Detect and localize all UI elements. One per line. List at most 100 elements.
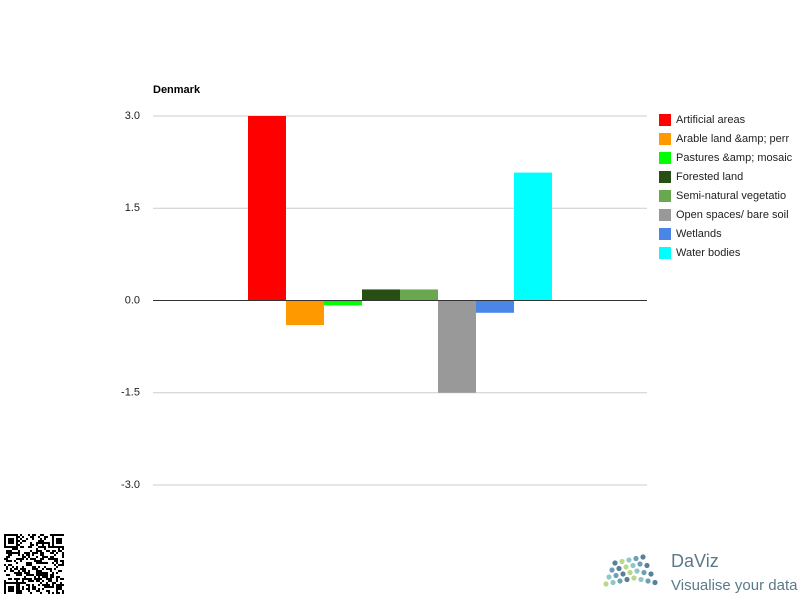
qr-module (50, 570, 52, 572)
legend-swatch (659, 114, 671, 126)
qr-module (14, 568, 16, 570)
qr-module (32, 554, 34, 556)
qr-module (22, 546, 24, 548)
qr-module (40, 582, 42, 584)
qr-module (10, 560, 12, 562)
qr-module (8, 582, 10, 584)
qr-module (56, 560, 58, 562)
qr-module (18, 544, 20, 546)
qr-module (44, 556, 46, 558)
qr-module (8, 550, 10, 552)
qr-module (38, 588, 40, 590)
qr-module (46, 562, 48, 564)
qr-module (40, 552, 42, 554)
qr-module (38, 578, 40, 580)
qr-module (48, 580, 50, 582)
logo-dot (648, 571, 654, 577)
qr-module (36, 556, 38, 558)
qr-module (44, 572, 46, 574)
qr-module (20, 538, 22, 540)
chart-title: Denmark (153, 84, 201, 96)
qr-module (52, 582, 54, 584)
qr-module (34, 588, 36, 590)
qr-module (8, 560, 10, 562)
qr-module (14, 572, 16, 574)
qr-module (36, 568, 38, 570)
qr-module (58, 542, 60, 544)
qr-module (26, 584, 28, 586)
qr-module (4, 592, 6, 594)
qr-module (36, 542, 38, 544)
logo-dot (623, 564, 629, 570)
bar (476, 300, 514, 313)
qr-module (32, 534, 34, 536)
qr-module (38, 540, 40, 542)
legend-swatch (659, 209, 671, 221)
qr-module (52, 542, 54, 544)
qr-module (4, 584, 6, 586)
qr-module (32, 586, 34, 588)
qr-module (22, 540, 24, 542)
y-tick-label: 3.0 (125, 110, 140, 122)
qr-module (48, 578, 50, 580)
qr-module (16, 542, 18, 544)
qr-module (8, 552, 10, 554)
logo-dot (641, 569, 647, 576)
qr-module (32, 558, 34, 560)
qr-module (62, 554, 64, 556)
qr-module (16, 552, 18, 554)
qr-module (44, 546, 46, 548)
qr-module (50, 574, 52, 576)
qr-module (42, 556, 44, 558)
qr-module (48, 542, 50, 544)
qr-module (8, 564, 10, 566)
qr-module (54, 558, 56, 560)
legend-swatch (659, 190, 671, 202)
qr-module (12, 540, 14, 542)
qr-module (58, 548, 60, 550)
qr-module (42, 540, 44, 542)
qr-module (36, 590, 38, 592)
qr-module (56, 572, 58, 574)
qr-module (28, 578, 30, 580)
logo-dot (630, 562, 636, 569)
bar (248, 116, 286, 301)
legend-label: Artificial areas (676, 114, 746, 126)
qr-module (12, 534, 14, 536)
qr-module (16, 588, 18, 590)
qr-module (34, 568, 36, 570)
qr-module (28, 556, 30, 558)
logo-dot (613, 572, 619, 579)
qr-module (44, 538, 46, 540)
qr-module (26, 554, 28, 556)
qr-module (4, 544, 6, 546)
qr-module (22, 566, 24, 568)
qr-module (32, 574, 34, 576)
qr-module (26, 574, 28, 576)
qr-module (58, 540, 60, 542)
qr-module (54, 534, 56, 536)
qr-module (6, 568, 8, 570)
qr-module (44, 542, 46, 544)
qr-module (54, 568, 56, 570)
qr-module (6, 566, 8, 568)
qr-module (14, 560, 16, 562)
qr-module (50, 578, 52, 580)
bar (400, 289, 438, 301)
qr-module (26, 578, 28, 580)
bar (286, 300, 324, 326)
qr-module (32, 544, 34, 546)
qr-module (38, 560, 40, 562)
qr-module (18, 552, 20, 554)
qr-module (22, 586, 24, 588)
qr-module (60, 588, 62, 590)
qr-module (18, 584, 20, 586)
qr-module (58, 550, 60, 552)
qr-module (48, 550, 50, 552)
qr-module (52, 550, 54, 552)
qr-module (62, 562, 64, 564)
qr-module (12, 552, 14, 554)
qr-module (10, 552, 12, 554)
qr-module (54, 546, 56, 548)
qr-module (60, 578, 62, 580)
